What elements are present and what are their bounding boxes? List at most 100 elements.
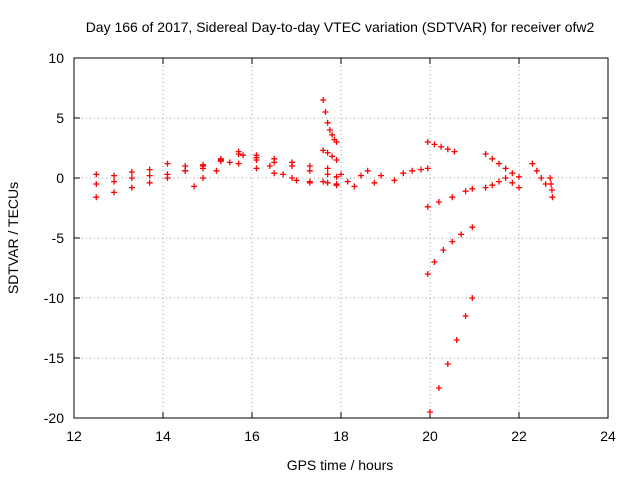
x-tick-label: 12	[66, 428, 82, 444]
data-point	[424, 271, 431, 277]
data-point	[451, 148, 458, 155]
data-point	[266, 163, 273, 169]
data-point	[289, 175, 296, 181]
data-point	[235, 160, 242, 167]
data-point	[516, 184, 522, 191]
data-point	[482, 151, 489, 157]
data-point	[469, 295, 476, 301]
x-tick-label: 14	[155, 428, 171, 444]
data-point	[289, 159, 296, 166]
series-track-3	[93, 148, 331, 187]
data-point	[482, 184, 489, 191]
data-point	[320, 178, 327, 185]
y-axis-label: SDTVAR / TECUs	[5, 182, 21, 294]
data-point	[111, 189, 118, 196]
data-point	[182, 167, 189, 174]
data-point	[253, 165, 260, 172]
series-track-4	[191, 152, 340, 190]
data-point	[200, 163, 207, 169]
series-track-13	[482, 151, 522, 180]
series-track-9	[424, 139, 458, 155]
data-point	[324, 165, 331, 172]
data-point	[293, 177, 300, 184]
data-point	[424, 139, 431, 145]
x-tick-label: 22	[511, 428, 527, 444]
data-point	[322, 109, 329, 115]
data-point	[320, 147, 327, 154]
data-point	[444, 361, 451, 367]
data-point	[409, 167, 416, 174]
y-tick-label: -15	[44, 350, 64, 366]
y-tick-label: -5	[52, 230, 65, 246]
data-point	[458, 231, 465, 238]
data-point	[111, 178, 118, 185]
y-tick-label: 0	[56, 170, 64, 186]
data-point	[453, 337, 460, 343]
data-point	[435, 385, 442, 391]
data-point	[489, 155, 496, 162]
data-point	[548, 187, 555, 193]
series-track-14	[482, 175, 522, 191]
series-track-15	[529, 160, 549, 187]
data-point	[235, 148, 242, 155]
data-point	[462, 188, 469, 195]
data-point	[200, 175, 207, 181]
data-point	[306, 179, 313, 186]
series-track-5	[320, 97, 340, 145]
data-point	[378, 172, 385, 179]
data-point	[516, 173, 522, 180]
data-point	[333, 173, 340, 180]
data-point	[213, 167, 220, 174]
data-point	[489, 182, 496, 189]
chart-title: Day 166 of 2017, Sidereal Day-to-day VTE…	[86, 19, 595, 35]
series-track-1	[93, 151, 340, 201]
data-point	[128, 184, 135, 191]
data-point	[128, 169, 135, 175]
data-point	[424, 203, 431, 210]
series-track-16	[547, 175, 556, 201]
data-point	[324, 171, 331, 178]
series-track-12	[427, 295, 476, 415]
data-point	[548, 181, 555, 187]
data-point	[329, 131, 336, 138]
data-point	[502, 175, 509, 181]
data-point	[333, 157, 340, 163]
data-point	[146, 172, 153, 179]
series-track-7	[338, 167, 385, 190]
data-point	[338, 171, 344, 178]
data-point	[253, 157, 260, 163]
data-point	[547, 175, 554, 181]
data-point	[191, 183, 198, 190]
data-point	[427, 409, 433, 415]
data-point	[549, 194, 556, 201]
series-track-8	[391, 165, 431, 184]
data-point	[128, 175, 135, 181]
data-point	[324, 179, 331, 186]
data-point	[271, 170, 278, 177]
data-point	[431, 259, 438, 265]
data-point	[440, 247, 447, 253]
x-axis-label: GPS time / hours	[287, 457, 394, 473]
axis-ticks: 12 14 16 18 20 22 24 10 5 0 -5 -10 -15 -20	[44, 50, 616, 444]
x-tick-label: 24	[600, 428, 616, 444]
data-point	[324, 119, 331, 126]
data-point	[164, 171, 171, 178]
data-point	[240, 152, 247, 159]
data-point	[364, 167, 371, 174]
data-point	[320, 97, 327, 103]
data-point	[111, 172, 118, 179]
data-point	[93, 181, 100, 187]
data-point	[542, 181, 549, 187]
data-point	[280, 171, 287, 178]
x-tick-label: 20	[422, 428, 438, 444]
data-point	[306, 163, 313, 169]
y-tick-label: -20	[44, 410, 64, 426]
x-tick-label: 16	[244, 428, 260, 444]
y-tick-label: -10	[44, 290, 64, 306]
data-point	[329, 153, 336, 160]
data-point	[333, 182, 340, 189]
data-point	[344, 178, 351, 185]
data-point	[495, 160, 502, 167]
data-point	[444, 146, 451, 153]
